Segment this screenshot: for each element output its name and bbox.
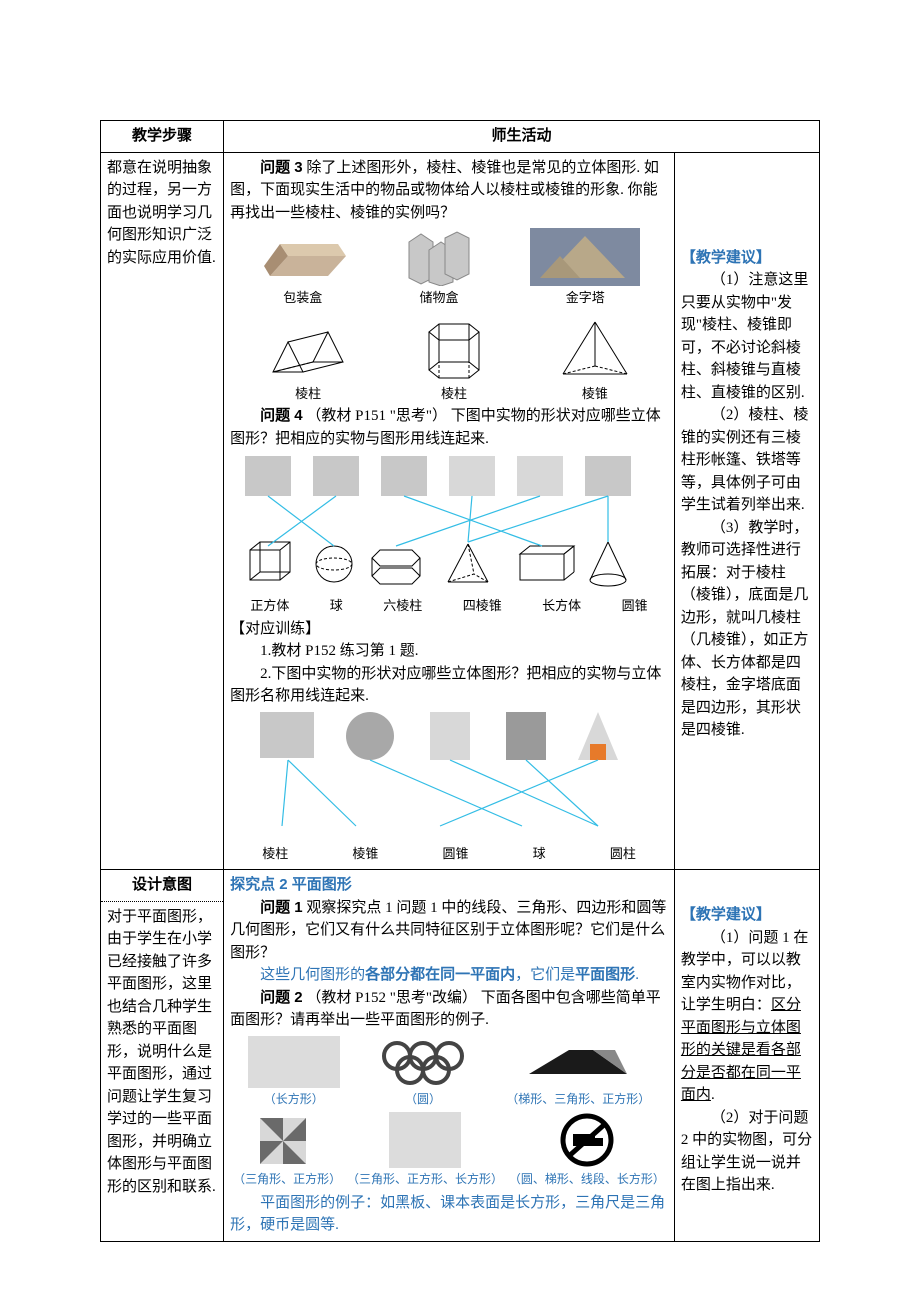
quilt-thumb-icon <box>389 1112 461 1168</box>
section-2-row: 设计意图 对于平面图形，由于学生在小学已经接触了许多平面图形，这里也结合几种学生… <box>101 870 820 1242</box>
tips-head-2: 【教学建议】 <box>681 904 813 927</box>
header-left: 教学步骤 <box>101 121 224 153</box>
design-intent-head: 设计意图 <box>107 874 217 897</box>
photo-label-0: 包装盒 <box>283 288 322 308</box>
hex-prism: 棱柱 <box>419 312 489 404</box>
pl-2: （梯形、三角形、正方形） <box>506 1090 650 1108</box>
prism-box-icon <box>258 232 348 286</box>
explore-2-title: 探究点 2 平面图形 <box>230 874 668 897</box>
pl-0: （长方形） <box>264 1090 324 1108</box>
question-3: 问题 3 除了上述图形外，棱柱、棱锥也是常见的立体图形. 如图，下面现实生活中的… <box>230 157 668 225</box>
a21-c: ，它们是 <box>515 967 575 983</box>
pl2-0: （三角形、正方形） <box>233 1170 341 1188</box>
matching-diagram-2 <box>230 708 650 848</box>
m2-0: 棱柱 <box>262 844 288 864</box>
a21-d: 平面图形 <box>575 966 635 983</box>
plane-row-1: （长方形） （圆） （梯形、三角形、正方形） <box>230 1036 668 1108</box>
activity-cell-2: 探究点 2 平面图形 问题 1 观察探究点 1 问题 1 中的线段、三角形、四边… <box>224 870 675 1242</box>
design-intent-body: 对于平面图形，由于学生在小学已经接触了许多平面图形，这里也结合几种学生熟悉的平面… <box>107 909 216 1195</box>
m1-2: 六棱柱 <box>383 596 422 616</box>
match2-labels: 棱柱 棱锥 圆锥 球 圆柱 <box>230 844 668 864</box>
m1-5: 圆锥 <box>622 596 648 616</box>
left-intent-1: 都意在说明抽象的过程，另一方面也说明学习几何图形知识广泛的实际应用价值. <box>101 152 224 870</box>
photo-box: 包装盒 <box>258 232 348 308</box>
m1-4: 长方体 <box>542 596 581 616</box>
dotted-divider <box>101 901 223 902</box>
plane-tri-sq: （三角形、正方形） <box>233 1112 341 1188</box>
photo-storage: 储物盒 <box>403 228 475 308</box>
left-intent-2: 设计意图 对于平面图形，由于学生在小学已经接触了许多平面图形，这里也结合几种学生… <box>101 870 224 1242</box>
q4-label: 问题 4 <box>260 407 303 424</box>
m1-3: 四棱锥 <box>463 596 502 616</box>
m2-2: 圆锥 <box>443 844 469 864</box>
tri-prism-icon <box>263 322 353 382</box>
a21-a: 这些几何图形的 <box>260 967 365 983</box>
rect-thumb-icon <box>248 1036 340 1088</box>
q21-label: 问题 1 <box>260 899 303 916</box>
tips-cell-2: 【教学建议】 （1）问题 1 在教学中，可以以教室内实物作对比，让学生明白：区分… <box>674 870 819 1242</box>
match1-labels: 正方体 球 六棱柱 四棱锥 长方体 圆锥 <box>230 596 668 616</box>
a21-e: . <box>635 967 639 983</box>
tip2-p2: （2）对于问题 2 中的实物图，可分组让学生说一说并在图上指出来. <box>681 1107 813 1197</box>
ld-label-1: 棱柱 <box>441 384 467 404</box>
matching-diagram-1 <box>230 450 650 600</box>
question-2-2: 问题 2 （教材 P152 "思考"改编） 下面各图中包含哪些简单平面图形？请再… <box>230 987 668 1032</box>
header-row: 教学步骤 师生活动 <box>101 121 820 153</box>
ld-label-2: 棱锥 <box>582 384 608 404</box>
pl2-2: （圆、梯形、线段、长方形） <box>509 1170 665 1188</box>
m2-3: 球 <box>533 844 546 864</box>
pyramid-photo-icon <box>530 228 640 286</box>
plane-trapezoid: （梯形、三角形、正方形） <box>506 1036 650 1108</box>
m1-0: 正方体 <box>250 596 289 616</box>
plane-examples: 平面图形的例子：如黑板、课本表面是长方形，三角尺是三角形，硬币是圆等. <box>230 1192 668 1237</box>
plane-rect: （长方形） <box>248 1036 340 1108</box>
plane-row-2: （三角形、正方形） （三角形、正方形、长方形） （圆、梯形、线段、长方形） <box>230 1112 668 1188</box>
tips-cell-1: 【教学建议】 （1）注意这里只要从实物中"发现"棱柱、棱锥即可，不必讨论斜棱柱、… <box>674 152 819 870</box>
question-4: 问题 4 （教材 P151 "思考"） 下图中实物的形状对应哪些立体图形？把相应… <box>230 405 668 450</box>
t2p1c: . <box>711 1087 715 1103</box>
q3-label: 问题 3 <box>260 159 303 176</box>
tangram-icon <box>523 1036 633 1088</box>
training-2: 2.下图中实物的形状对应哪些立体图形？把相应的实物与立体图形名称用线连起来. <box>230 663 668 708</box>
tip2-p1: （1）问题 1 在教学中，可以以教室内实物作对比，让学生明白：区分平面图形与立体… <box>681 927 813 1107</box>
pyramid-line-icon <box>555 316 635 382</box>
training-head: 【对应训练】 <box>230 618 668 641</box>
lesson-plan-table: 教学步骤 师生活动 都意在说明抽象的过程，另一方面也说明学习几何图形知识广泛的实… <box>100 120 820 1242</box>
plane-quilt: （三角形、正方形、长方形） <box>347 1112 503 1188</box>
m2-1: 棱锥 <box>352 844 378 864</box>
pl-1: （圆） <box>405 1090 441 1108</box>
tri-prism: 棱柱 <box>263 322 353 404</box>
storage-box-icon <box>403 228 475 286</box>
no-truck-sign-icon <box>555 1112 619 1168</box>
a21-b: 各部分都在同一平面内 <box>365 966 515 983</box>
photo-label-2: 金字塔 <box>566 288 605 308</box>
olympic-rings-icon <box>375 1036 471 1088</box>
pinwheel-icon <box>244 1112 330 1168</box>
m2-4: 圆柱 <box>610 844 636 864</box>
tip1-p1: （1）注意这里只要从实物中"发现"棱柱、棱锥即可，不必讨论斜棱柱、斜棱锥与直棱柱… <box>681 269 813 404</box>
training-block: 【对应训练】 1.教材 P152 练习第 1 题. 2.下图中实物的形状对应哪些… <box>230 618 668 708</box>
tip1-p3: （3）教学时，教师可选择性进行拓展：对于棱柱（棱锥），底面是几边形，就叫几棱柱（… <box>681 517 813 742</box>
tips-head-1: 【教学建议】 <box>681 247 813 270</box>
hex-prism-icon <box>419 312 489 382</box>
photo-label-1: 储物盒 <box>420 288 459 308</box>
pl2-1: （三角形、正方形、长方形） <box>347 1170 503 1188</box>
pyramid-line: 棱锥 <box>555 316 635 404</box>
activity-cell-1: 问题 3 除了上述图形外，棱柱、棱锥也是常见的立体图形. 如图，下面现实生活中的… <box>224 152 675 870</box>
section-1-row: 都意在说明抽象的过程，另一方面也说明学习几何图形知识广泛的实际应用价值. 问题 … <box>101 152 820 870</box>
header-right: 师生活动 <box>224 121 820 153</box>
plane-sign: （圆、梯形、线段、长方形） <box>509 1112 665 1188</box>
training-1: 1.教材 P152 练习第 1 题. <box>230 640 668 663</box>
linedraw-row: 棱柱 棱柱 棱锥 <box>230 312 668 404</box>
ld-label-0: 棱柱 <box>295 384 321 404</box>
left-intent-text: 都意在说明抽象的过程，另一方面也说明学习几何图形知识广泛的实际应用价值. <box>107 160 216 266</box>
question-2-1: 问题 1 观察探究点 1 问题 1 中的线段、三角形、四边形和圆等几何图形，它们… <box>230 897 668 965</box>
answer-2-1: 这些几何图形的各部分都在同一平面内，它们是平面图形. <box>230 964 668 987</box>
q22-label: 问题 2 <box>260 989 303 1006</box>
tip1-p2: （2）棱柱、棱锥的实例还有三棱柱形帐篷、铁塔等等，具体例子可由学生试着列举出来. <box>681 404 813 517</box>
photo-pyramid: 金字塔 <box>530 228 640 308</box>
plane-rings: （圆） <box>375 1036 471 1108</box>
photo-row: 包装盒 储物盒 金字塔 <box>230 228 668 308</box>
m1-1: 球 <box>330 596 343 616</box>
